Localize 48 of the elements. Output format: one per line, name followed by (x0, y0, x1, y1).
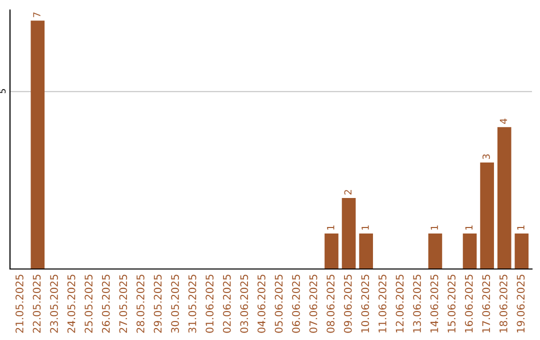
x-tick-label: 27.05.2025 (119, 274, 128, 333)
x-tick-label: 24.05.2025 (67, 274, 76, 333)
x-tick-label: 28.05.2025 (136, 274, 144, 333)
x-tick-label: 14.06.2025 (430, 274, 438, 332)
x-tick-label: 02.06.2025 (222, 274, 231, 333)
data-label: 4 (500, 118, 508, 124)
x-tick-label: 01.06.2025 (206, 274, 214, 333)
data-label: 1 (430, 225, 438, 230)
bar (428, 234, 442, 269)
x-tick-label: 30.05.2025 (171, 274, 179, 333)
x-tick-label: 17.06.2025 (482, 274, 490, 332)
bar (462, 234, 477, 269)
x-tick-label: 16.06.2025 (464, 274, 473, 332)
x-tick-label: 22.05.2025 (32, 274, 41, 333)
data-label: 1 (465, 225, 472, 230)
bar (480, 162, 494, 269)
x-tick-label: 29.05.2025 (154, 274, 162, 333)
bar (342, 198, 356, 269)
data-label: 1 (327, 225, 334, 230)
x-tick-label: 23.05.2025 (50, 274, 58, 333)
x-tick-label: 18.06.2025 (499, 274, 508, 332)
x-tick-label: 15.06.2025 (448, 274, 456, 332)
x-tick-label: 31.05.2025 (188, 274, 196, 333)
x-tick-label: 05.06.2025 (274, 274, 283, 333)
data-label: 2 (344, 190, 352, 195)
bar (359, 234, 373, 269)
data-label: 7 (33, 12, 40, 18)
x-tick-label: 03.06.2025 (240, 274, 248, 333)
data-label: 1 (362, 225, 369, 230)
bar (30, 20, 45, 269)
bar (497, 127, 512, 269)
x-tick-label: 07.06.2025 (309, 274, 318, 333)
x-tick-label: 12.06.2025 (396, 274, 404, 332)
x-tick-label: 25.05.2025 (84, 274, 93, 333)
x-tick-label: 11.06.2025 (378, 274, 386, 332)
bar (324, 234, 338, 269)
data-label: 3 (482, 154, 490, 160)
x-tick-label: 13.06.2025 (413, 274, 421, 332)
x-tick-label: 08.06.2025 (326, 274, 335, 333)
x-tick-label: 19.06.2025 (516, 274, 525, 332)
x-tick-label: 26.05.2025 (102, 274, 110, 333)
x-tick-label: 06.06.2025 (292, 274, 300, 333)
x-tick-label: 21.05.2025 (16, 274, 24, 333)
x-tick-label: 09.06.2025 (344, 274, 352, 333)
bar (514, 234, 529, 269)
data-label: 1 (517, 225, 524, 230)
x-tick-label: 10.06.2025 (361, 274, 370, 332)
x-tick-label: 04.06.2025 (258, 274, 266, 333)
